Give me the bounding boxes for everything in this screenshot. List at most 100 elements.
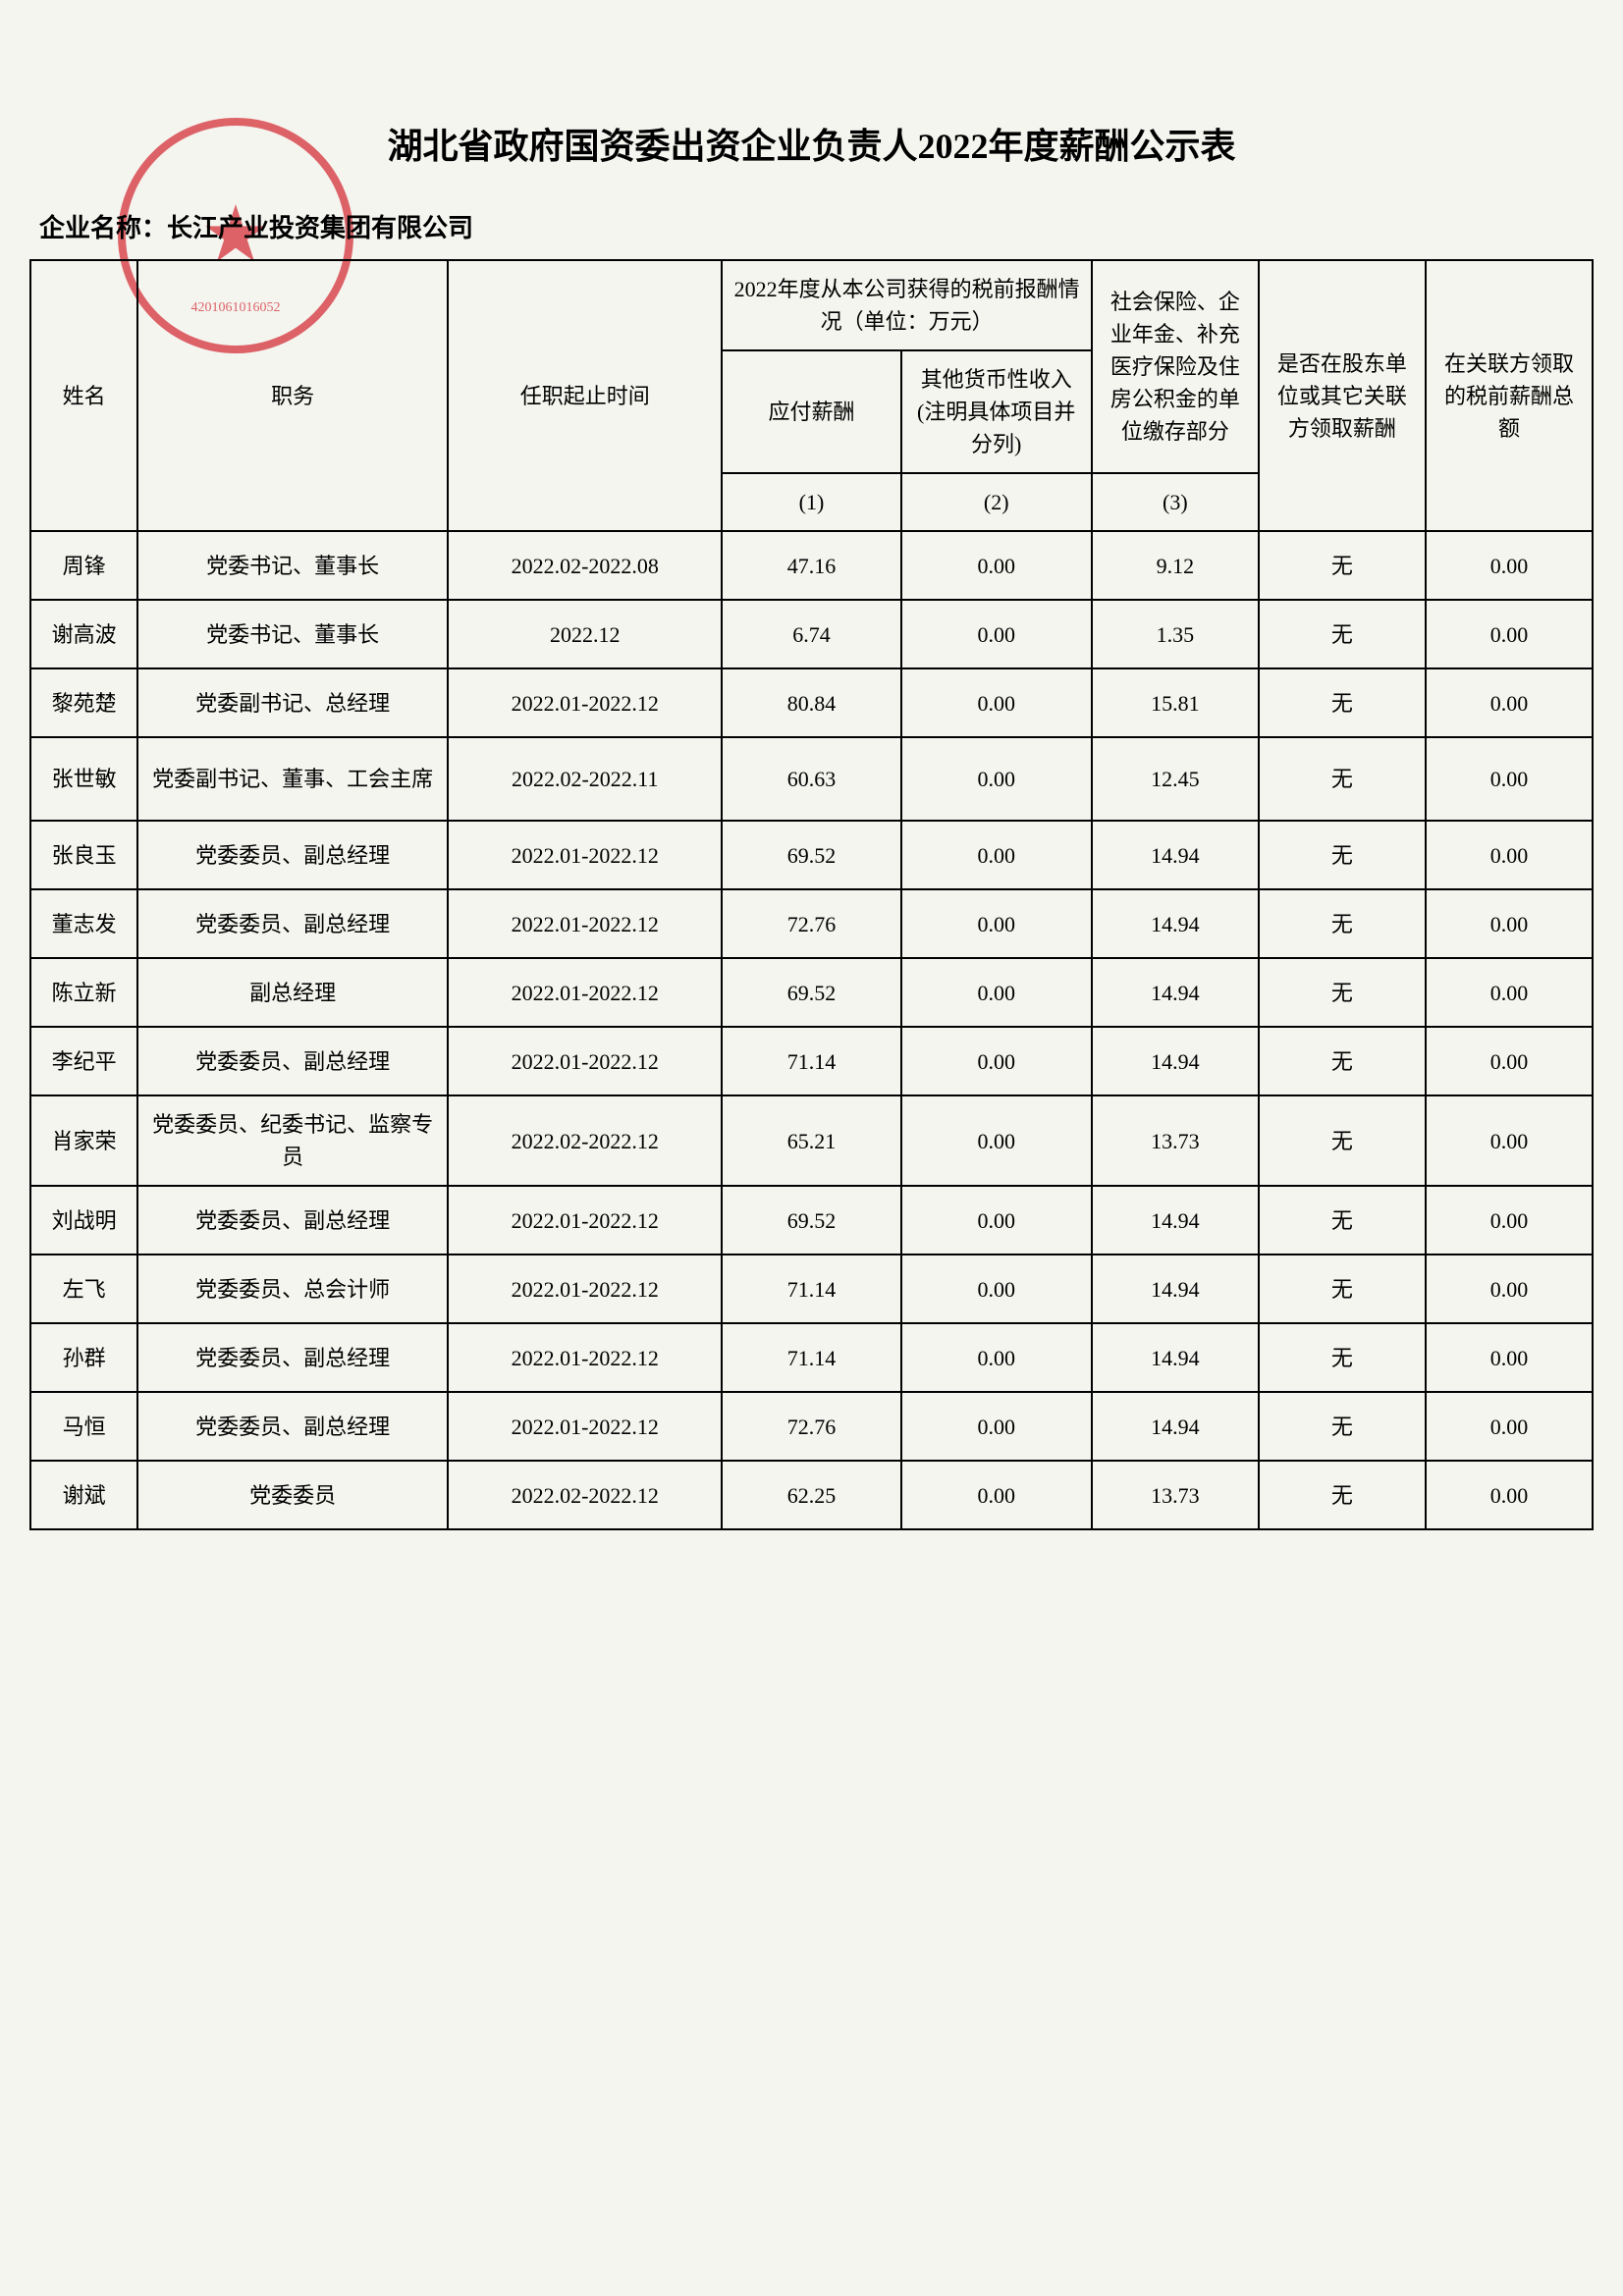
cell-other: 0.00 (901, 600, 1092, 668)
header-col3: (3) (1092, 473, 1259, 531)
cell-social: 12.45 (1092, 737, 1259, 821)
cell-social: 14.94 (1092, 1027, 1259, 1095)
header-payable: 应付薪酬 (722, 350, 900, 473)
cell-payable: 71.14 (722, 1027, 900, 1095)
cell-shareholder: 无 (1259, 737, 1426, 821)
cell-payable: 69.52 (722, 958, 900, 1027)
cell-tenure: 2022.12 (448, 600, 722, 668)
table-row: 马恒党委委员、副总经理2022.01-2022.1272.760.0014.94… (30, 1392, 1593, 1461)
company-label: 企业名称： (39, 214, 167, 242)
cell-other: 0.00 (901, 821, 1092, 889)
cell-related: 0.00 (1426, 1323, 1593, 1392)
cell-name: 马恒 (30, 1392, 137, 1461)
cell-position: 副总经理 (137, 958, 448, 1027)
cell-related: 0.00 (1426, 889, 1593, 958)
cell-payable: 6.74 (722, 600, 900, 668)
table-row: 谢高波党委书记、董事长2022.126.740.001.35无0.00 (30, 600, 1593, 668)
cell-position: 党委书记、董事长 (137, 600, 448, 668)
cell-other: 0.00 (901, 1461, 1092, 1529)
cell-related: 0.00 (1426, 821, 1593, 889)
header-col1: (1) (722, 473, 900, 531)
cell-position: 党委委员、副总经理 (137, 1392, 448, 1461)
cell-social: 13.73 (1092, 1461, 1259, 1529)
cell-tenure: 2022.01-2022.12 (448, 958, 722, 1027)
cell-name: 陈立新 (30, 958, 137, 1027)
cell-shareholder: 无 (1259, 889, 1426, 958)
cell-shareholder: 无 (1259, 668, 1426, 737)
cell-name: 谢斌 (30, 1461, 137, 1529)
cell-position: 党委书记、董事长 (137, 531, 448, 600)
table-row: 周锋党委书记、董事长2022.02-2022.0847.160.009.12无0… (30, 531, 1593, 600)
cell-related: 0.00 (1426, 600, 1593, 668)
table-row: 肖家荣党委委员、纪委书记、监察专员2022.02-2022.1265.210.0… (30, 1095, 1593, 1186)
cell-social: 13.73 (1092, 1095, 1259, 1186)
salary-disclosure-table: 姓名 职务 任职起止时间 2022年度从本公司获得的税前报酬情况（单位：万元） … (29, 259, 1594, 1530)
cell-related: 0.00 (1426, 1461, 1593, 1529)
cell-social: 15.81 (1092, 668, 1259, 737)
cell-name: 黎苑楚 (30, 668, 137, 737)
cell-position: 党委委员、总会计师 (137, 1255, 448, 1323)
company-line: 企业名称：长江产业投资集团有限公司 (39, 208, 1594, 244)
cell-other: 0.00 (901, 737, 1092, 821)
cell-position: 党委委员、副总经理 (137, 821, 448, 889)
cell-related: 0.00 (1426, 958, 1593, 1027)
header-position: 职务 (137, 260, 448, 531)
cell-other: 0.00 (901, 531, 1092, 600)
cell-related: 0.00 (1426, 1095, 1593, 1186)
header-shareholder: 是否在股东单位或其它关联方领取薪酬 (1259, 260, 1426, 531)
cell-tenure: 2022.01-2022.12 (448, 668, 722, 737)
table-row: 李纪平党委委员、副总经理2022.01-2022.1271.140.0014.9… (30, 1027, 1593, 1095)
cell-name: 肖家荣 (30, 1095, 137, 1186)
header-social: 社会保险、企业年金、补充医疗保险及住房公积金的单位缴存部分 (1092, 260, 1259, 473)
company-name: 长江产业投资集团有限公司 (167, 214, 473, 242)
cell-related: 0.00 (1426, 1392, 1593, 1461)
cell-position: 党委副书记、董事、工会主席 (137, 737, 448, 821)
cell-tenure: 2022.01-2022.12 (448, 889, 722, 958)
cell-tenure: 2022.01-2022.12 (448, 1186, 722, 1255)
cell-social: 14.94 (1092, 821, 1259, 889)
cell-other: 0.00 (901, 958, 1092, 1027)
cell-payable: 60.63 (722, 737, 900, 821)
cell-shareholder: 无 (1259, 1027, 1426, 1095)
cell-tenure: 2022.02-2022.11 (448, 737, 722, 821)
table-row: 张良玉党委委员、副总经理2022.01-2022.1269.520.0014.9… (30, 821, 1593, 889)
cell-payable: 72.76 (722, 889, 900, 958)
table-row: 张世敏党委副书记、董事、工会主席2022.02-2022.1160.630.00… (30, 737, 1593, 821)
header-name: 姓名 (30, 260, 137, 531)
cell-shareholder: 无 (1259, 1461, 1426, 1529)
cell-payable: 71.14 (722, 1255, 900, 1323)
header-related: 在关联方领取的税前薪酬总额 (1426, 260, 1593, 531)
cell-shareholder: 无 (1259, 821, 1426, 889)
cell-other: 0.00 (901, 1095, 1092, 1186)
cell-social: 1.35 (1092, 600, 1259, 668)
cell-shareholder: 无 (1259, 1392, 1426, 1461)
table-row: 孙群党委委员、副总经理2022.01-2022.1271.140.0014.94… (30, 1323, 1593, 1392)
cell-payable: 47.16 (722, 531, 900, 600)
cell-other: 0.00 (901, 1323, 1092, 1392)
cell-social: 14.94 (1092, 1255, 1259, 1323)
cell-tenure: 2022.01-2022.12 (448, 1027, 722, 1095)
header-col2: (2) (901, 473, 1092, 531)
cell-shareholder: 无 (1259, 958, 1426, 1027)
cell-shareholder: 无 (1259, 1323, 1426, 1392)
cell-name: 谢高波 (30, 600, 137, 668)
cell-name: 周锋 (30, 531, 137, 600)
cell-payable: 80.84 (722, 668, 900, 737)
cell-name: 孙群 (30, 1323, 137, 1392)
cell-tenure: 2022.02-2022.08 (448, 531, 722, 600)
cell-shareholder: 无 (1259, 531, 1426, 600)
cell-name: 董志发 (30, 889, 137, 958)
table-row: 董志发党委委员、副总经理2022.01-2022.1272.760.0014.9… (30, 889, 1593, 958)
cell-position: 党委委员、副总经理 (137, 1323, 448, 1392)
cell-related: 0.00 (1426, 1255, 1593, 1323)
cell-social: 14.94 (1092, 889, 1259, 958)
cell-related: 0.00 (1426, 668, 1593, 737)
cell-name: 左飞 (30, 1255, 137, 1323)
cell-social: 14.94 (1092, 1323, 1259, 1392)
cell-tenure: 2022.02-2022.12 (448, 1095, 722, 1186)
cell-other: 0.00 (901, 1392, 1092, 1461)
cell-tenure: 2022.01-2022.12 (448, 821, 722, 889)
cell-name: 李纪平 (30, 1027, 137, 1095)
header-tenure: 任职起止时间 (448, 260, 722, 531)
table-row: 刘战明党委委员、副总经理2022.01-2022.1269.520.0014.9… (30, 1186, 1593, 1255)
